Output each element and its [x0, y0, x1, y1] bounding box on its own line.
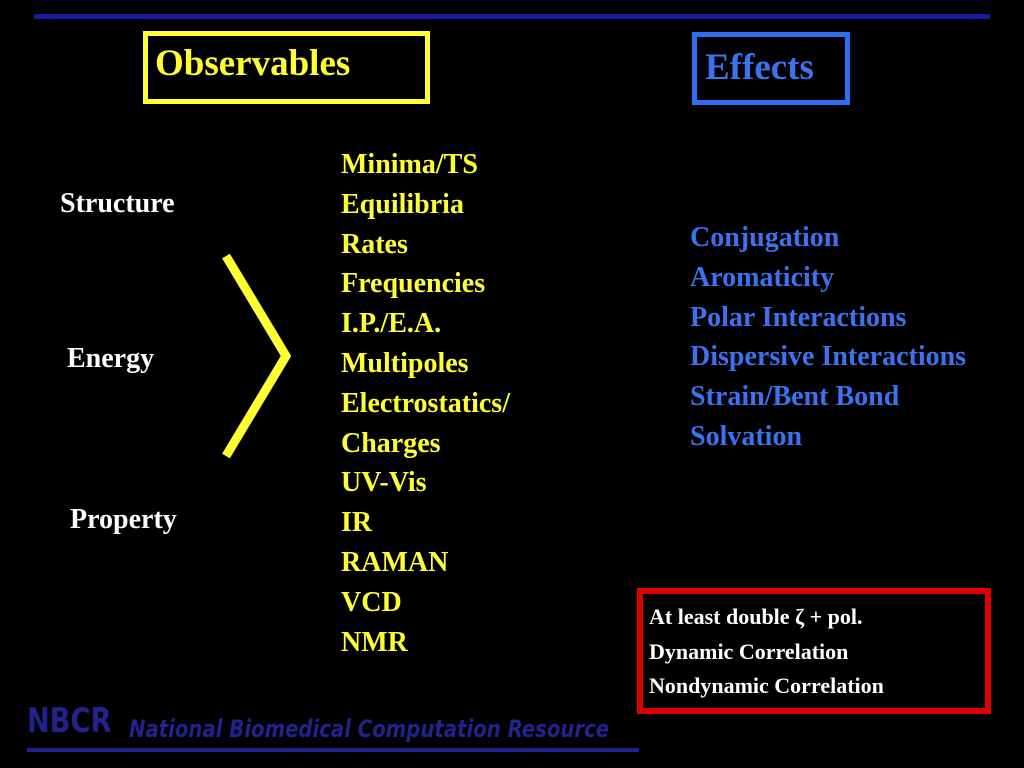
observables-heading-box: Observables [143, 31, 430, 104]
observable-item: UV-Vis [341, 467, 427, 499]
category-structure: Structure [60, 188, 175, 219]
observable-item: Rates [341, 228, 408, 260]
effect-item: Aromaticity [690, 261, 835, 293]
observable-item: I.P./E.A. [341, 308, 442, 340]
category-property: Property [70, 504, 177, 535]
observable-item: Multipoles [341, 347, 469, 379]
effect-item: Dispersive Interactions [690, 341, 967, 373]
effects-heading-box: Effects [692, 32, 850, 105]
observable-item: NMR [341, 626, 408, 658]
observable-item: Equilibria [341, 188, 464, 220]
observables-list: Minima/TS Equilibria Rates Frequencies I… [341, 145, 510, 662]
top-rule [34, 14, 990, 19]
observable-item: Frequencies [341, 268, 486, 300]
observable-item: VCD [341, 586, 402, 618]
nbcr-logo: NBCR [27, 701, 112, 741]
effect-item: Conjugation [690, 222, 840, 253]
right-angle-bracket-icon [222, 253, 292, 459]
observables-heading: Observables [155, 43, 351, 84]
observable-item: Minima/TS [341, 149, 478, 180]
requirements-list: At least double ζ + pol. Dynamic Correla… [649, 600, 884, 704]
requirement-item: Dynamic Correlation [649, 638, 849, 664]
requirement-item: Nondynamic Correlation [649, 673, 884, 698]
effect-item: Polar Interactions [690, 301, 907, 333]
effects-list: Conjugation Aromaticity Polar Interactio… [690, 218, 966, 457]
requirement-item: At least double ζ + pol. [649, 604, 863, 629]
footer-rule [27, 748, 639, 752]
requirements-box: At least double ζ + pol. Dynamic Correla… [637, 588, 991, 714]
effect-item: Strain/Bent Bond [690, 381, 900, 413]
effects-heading: Effects [705, 47, 814, 88]
observable-item: RAMAN [341, 546, 449, 578]
footer-organization-name: National Biomedical Computation Resource [129, 715, 610, 743]
observable-item: Charges [341, 427, 441, 459]
observable-item: Electrostatics/ [341, 387, 510, 419]
category-energy: Energy [67, 343, 155, 374]
observable-item: IR [341, 507, 373, 539]
effect-item: Solvation [690, 420, 803, 452]
